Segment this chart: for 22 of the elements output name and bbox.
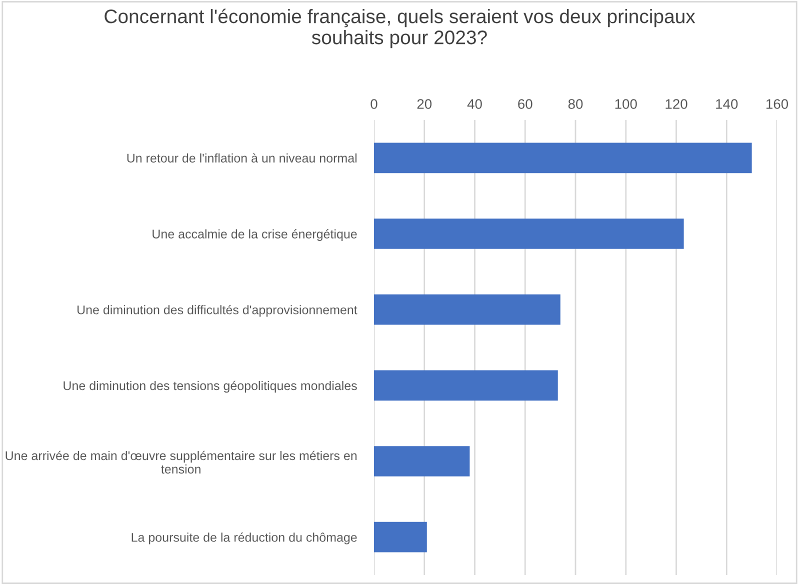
y-tick-label: Une diminution des tensions géopolitiques mondiales bbox=[64, 380, 357, 393]
bar bbox=[374, 370, 558, 401]
x-tick-label: 80 bbox=[568, 99, 583, 109]
y-tick-label: Un retour de l'inflation à un niveau normal bbox=[127, 153, 357, 163]
bar bbox=[374, 142, 752, 174]
bar bbox=[374, 218, 684, 249]
x-tick-label: 120 bbox=[666, 99, 688, 109]
x-tick-label: 160 bbox=[766, 99, 788, 109]
x-tick-label: 60 bbox=[518, 99, 532, 109]
chart-title: Concernant l'économie française, quels seraient vos deux principaux souhaits pour 2023? bbox=[104, 8, 696, 48]
y-tick-label: Une diminution des difficultés d'approvisionnement bbox=[78, 304, 358, 317]
x-tick-label: 40 bbox=[467, 99, 482, 109]
x-tick-label: 100 bbox=[615, 99, 637, 109]
bar bbox=[374, 294, 560, 325]
x-tick-label: 20 bbox=[417, 99, 432, 109]
x-tick-label: 0 bbox=[370, 99, 378, 109]
bar bbox=[374, 446, 470, 476]
y-tick-label: Une arrivée de main d'œuvre supplémentaire sur les métiers en tension bbox=[6, 450, 357, 474]
y-tick-label: La poursuite de la réduction du chômage bbox=[132, 532, 357, 544]
bar bbox=[374, 522, 427, 552]
x-tick-label: 140 bbox=[716, 99, 738, 109]
y-tick-label: Une accalmie de la crise énergétique bbox=[152, 229, 357, 241]
